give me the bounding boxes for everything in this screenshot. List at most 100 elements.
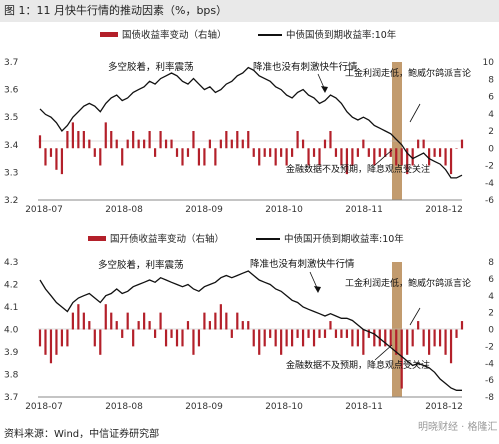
chart-2-bar	[77, 304, 80, 330]
chart-2-bar	[99, 329, 102, 355]
chart-2-bar	[258, 329, 261, 355]
chart-1-yield-line	[39, 66, 463, 179]
chart-1-bar	[280, 148, 283, 157]
chart-1-right-tick: -6	[485, 196, 494, 206]
chart-1-bar	[104, 122, 107, 149]
chart-1-bar	[126, 139, 129, 149]
chart-2-annotation-profit-arrow	[409, 307, 421, 326]
chart-2-left-tick: 3.7	[4, 393, 18, 403]
chart-2-right-tick: -6	[485, 376, 494, 386]
chart-2-bar	[395, 329, 398, 355]
chart-2-bar	[71, 312, 74, 330]
chart-1-left-tick: 3.6	[4, 86, 19, 96]
chart-1-bar	[247, 131, 250, 149]
chart-2-legend-bar-label: 国开债收益率变动（右轴）	[110, 233, 224, 245]
chart-2-bar	[428, 329, 431, 355]
chart-2-bar	[143, 312, 146, 330]
chart-2-bar	[60, 329, 64, 347]
chart-1-bar	[395, 148, 398, 166]
chart-2-bar	[291, 329, 294, 347]
chart-2-bar	[263, 329, 266, 347]
chart-2-bar	[126, 312, 129, 330]
chart-1-right-tick: 10	[483, 58, 495, 68]
chart-2-legend-bar-swatch	[88, 236, 106, 241]
chart-1-left-tick: 3.3	[4, 168, 18, 178]
chart-2-left-tick: 3.8	[4, 371, 19, 381]
chart-1-bar	[307, 148, 310, 166]
chart-1-bar	[110, 131, 113, 149]
chart-2-bar	[351, 329, 354, 347]
chart-2-left-tick: 4.1	[4, 303, 18, 313]
chart-1-bar	[438, 148, 442, 157]
chart-1-bar	[384, 148, 387, 157]
chart-1-bar	[301, 139, 305, 149]
chart-1-bar	[258, 148, 261, 166]
chart-2-bar	[384, 329, 387, 347]
chart-1-bars	[38, 122, 464, 175]
chart-1-x-tick: 2018-11	[345, 205, 383, 215]
chart-1-bar	[99, 148, 102, 166]
chart-1-bar	[417, 139, 420, 149]
chart-2-x-axis-ticks: 2018-07 2018-08 2018-09 2018-10 2018-11 2018-…	[25, 402, 463, 412]
chart-1-left-tick: 3.5	[4, 113, 18, 123]
chart-1-bar	[192, 131, 195, 149]
chart-1-bar	[38, 135, 42, 149]
chart-1-bar	[269, 148, 272, 157]
chart-1-bar	[345, 148, 349, 175]
chart-2-left-tick: 4.2	[4, 281, 18, 291]
chart-2-bar	[55, 329, 58, 355]
figure-title: 图 1：11 月快牛行情的推动因素（%，bps）	[0, 0, 499, 22]
chart-1-right-tick: 8	[488, 75, 494, 85]
chart-1-bar	[66, 131, 69, 149]
chart-1-bar	[323, 139, 327, 149]
chart-1-bar	[132, 131, 135, 149]
chart-2-bar	[252, 329, 255, 347]
chart-2-bar	[164, 329, 168, 347]
chart-2-bar	[247, 321, 250, 330]
chart-2: 国开债收益率变动（右轴） 中债国开债到期收益率:10年 4.3 4.2 4.1 4.0…	[4, 233, 494, 412]
chart-2-x-tick: 2018-09	[185, 402, 223, 412]
chart-2-left-tick: 4.0	[4, 326, 19, 336]
chart-1-bar	[197, 148, 201, 166]
chart-1-bar	[219, 139, 222, 149]
chart-2-bar	[181, 329, 184, 347]
chart-2-bar	[274, 329, 277, 347]
chart-2-annotation-credit-arrow	[374, 344, 393, 361]
chart-2-bar	[44, 329, 47, 355]
chart-2-bar	[417, 321, 420, 330]
chart-1-bar	[312, 148, 316, 157]
chart-1-x-tick: 2018-07	[25, 205, 63, 215]
chart-1-x-tick: 2018-08	[105, 205, 143, 215]
chart-1-left-tick: 3.4	[4, 141, 19, 151]
chart-2-bar	[49, 329, 53, 364]
chart-2-bar	[307, 329, 310, 338]
chart-1-x-tick: 2018-09	[185, 205, 223, 215]
chart-1-right-tick: 4	[488, 110, 494, 120]
chart-1-bar	[88, 139, 91, 149]
chart-1-legend-bar-swatch	[100, 32, 118, 37]
chart-2-x-tick: 2018-12	[425, 402, 463, 412]
chart-2-bar	[269, 329, 272, 338]
chart-1-bar	[356, 148, 359, 157]
chart-2-legend-line-label: 中债国开债到期收益率:10年	[284, 233, 404, 245]
chart-1-annotation-range: 多空胶着，利率震荡	[108, 61, 194, 73]
chart-2-annotation-rrr-cut: 降准也没有刺激快牛行情	[250, 258, 355, 270]
chart-1-right-tick: -2	[485, 162, 494, 172]
chart-1-bar	[203, 148, 206, 166]
chart-1-bar	[186, 148, 190, 157]
chart-2-bar	[121, 329, 124, 338]
chart-1-bar	[49, 148, 53, 157]
chart-2-bar	[104, 304, 107, 330]
chart-2-bar	[449, 329, 453, 364]
chart-2-right-axis-ticks: 8 6 4 2 0 -2 -4 -6 -8	[485, 258, 494, 403]
chart-2-bar	[438, 329, 442, 347]
chart-1-bar	[252, 148, 255, 157]
chart-2-bar	[411, 329, 414, 347]
chart-2-bar	[175, 329, 179, 347]
chart-1-legend-line-label: 中债国债到期收益率:10年	[286, 29, 397, 41]
chart-1-left-tick: 3.2	[4, 196, 18, 206]
chart-2-bar	[186, 321, 190, 330]
chart-2-bar	[132, 329, 135, 347]
chart-2-bar	[345, 329, 349, 338]
chart-2-right-tick: 8	[488, 258, 494, 268]
